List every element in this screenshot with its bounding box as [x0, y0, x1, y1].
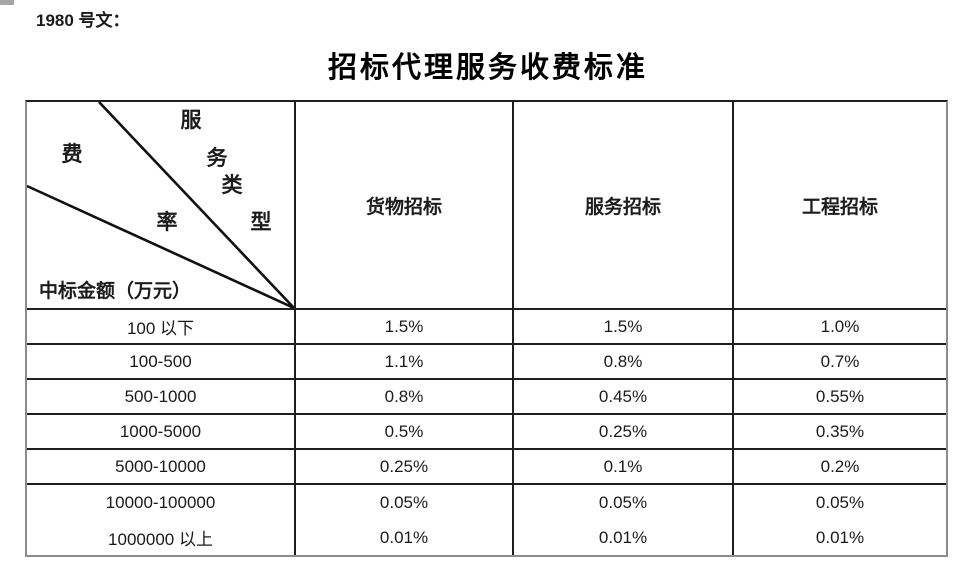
corner-artifact — [0, 0, 14, 5]
rate-cell: 0.7% — [734, 345, 946, 380]
rate-cell: 0.25% — [296, 450, 514, 485]
rate-cell: 1.5% — [296, 310, 514, 345]
rate-cell: 0.05% — [815, 492, 865, 512]
rate-cell: 0.01% — [514, 520, 734, 555]
amount-range-cell: 500-1000 — [27, 380, 296, 415]
rate-cell: 0.01% — [296, 520, 514, 555]
diagonal-divider-lines — [27, 102, 294, 308]
rate-cell: 0.35% — [734, 415, 946, 450]
rate-cell: 0.8% — [296, 380, 514, 415]
rate-cell: 1.0% — [734, 310, 946, 345]
table-corner-cell: 服 费 务 类 率 型 中标金额（万元） — [27, 102, 296, 310]
amount-range-cell: 1000-5000 — [27, 415, 296, 450]
corner-fee-rate-char-1: 费 — [61, 142, 83, 166]
fee-table: 服 费 务 类 率 型 中标金额（万元） 货物招标 服务招标 工程招标 100 … — [25, 100, 948, 557]
page-title: 招标代理服务收费标准 — [327, 52, 648, 84]
rate-cell: 0.5% — [296, 415, 514, 450]
rate-cell: 0.05% — [514, 485, 734, 520]
corner-service-type-char-2: 务 — [206, 146, 228, 170]
amount-range-cell: 1000000 以上 — [27, 520, 296, 555]
rate-cell: 0.2% — [734, 450, 946, 485]
rate-cell: 1.1% — [296, 345, 514, 380]
amount-range-cell: 10000-100000 — [27, 485, 296, 520]
rate-cell: 0.55% — [734, 380, 946, 415]
doc-number-label: 1980 号文： — [36, 11, 130, 30]
amount-range-cell: 100-500 — [27, 345, 296, 380]
amount-range-cell: 5000-10000 — [27, 450, 296, 485]
corner-fee-rate-char-2: 率 — [156, 210, 178, 234]
rate-cell: 0.05% — [296, 485, 514, 520]
column-header-works-bidding: 工程招标 — [734, 102, 946, 310]
rate-cell: 0.1% — [514, 450, 734, 485]
rate-cell: 0.01% — [815, 527, 865, 547]
corner-service-type-char-4: 型 — [250, 210, 272, 234]
amount-range-cell: 100 以下 — [27, 310, 296, 345]
corner-service-type-char-3: 类 — [221, 173, 243, 197]
rate-cell: 1.5% — [514, 310, 734, 345]
corner-amount-label: 中标金额（万元） — [39, 281, 192, 302]
rate-cell: 0.25% — [514, 415, 734, 450]
rate-cell: 0.8% — [514, 345, 734, 380]
column-header-service-bidding: 服务招标 — [514, 102, 734, 310]
column-header-goods-bidding: 货物招标 — [296, 102, 514, 310]
corner-service-type-char-1: 服 — [180, 108, 202, 132]
rate-cell: 0.45% — [514, 380, 734, 415]
